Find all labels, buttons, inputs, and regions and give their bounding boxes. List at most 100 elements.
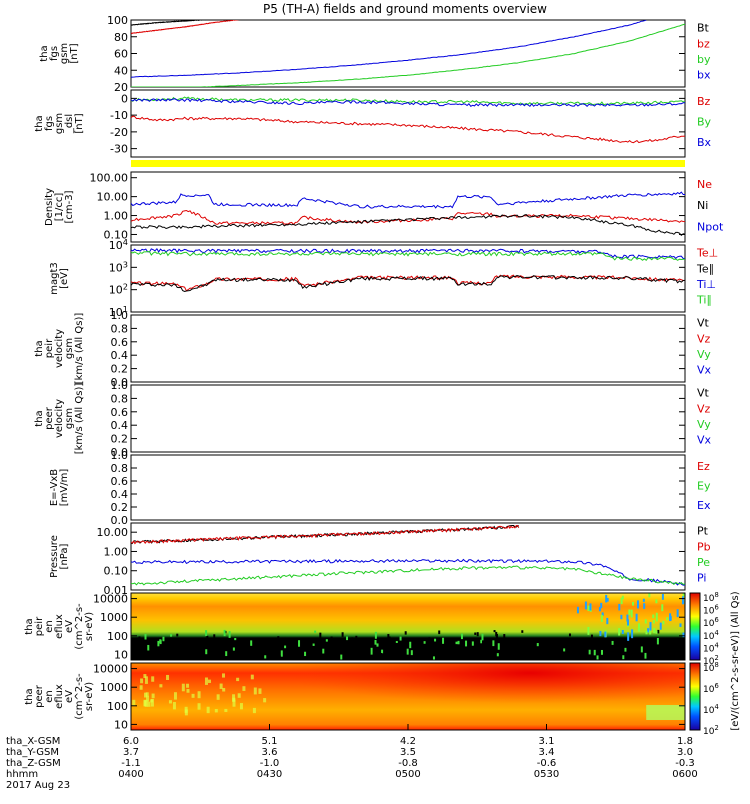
y-tick-label: 100: [107, 630, 128, 643]
ion-speckle: [589, 603, 592, 611]
ion-speckle: [649, 622, 652, 631]
ion-speckle: [173, 653, 176, 656]
electron-speckle: [151, 693, 155, 699]
ion-speckle: [626, 645, 629, 648]
colorbar-tick-label: 108: [703, 591, 719, 604]
electron-speckle: [173, 692, 177, 700]
y-tick-label: 0.10: [104, 228, 129, 241]
ion-speckle: [434, 638, 437, 642]
ion-speckle: [471, 641, 474, 646]
colorbar-tick-label: 104: [703, 641, 719, 654]
x-axis-value: 0400: [118, 769, 143, 780]
ion-speckle: [679, 623, 682, 627]
ion-speckle: [428, 652, 431, 659]
y-tick-label: 0.8: [111, 322, 129, 335]
ion-speckle: [395, 640, 398, 644]
ion-speckle: [532, 638, 535, 641]
ion-speckle: [170, 634, 173, 637]
legend-Ex: Ex: [697, 499, 711, 512]
electron-speckle: [216, 694, 220, 700]
electron-speckle: [143, 699, 147, 706]
panel-frame-p4: [130, 244, 686, 313]
ion-speckle: [621, 630, 624, 635]
y-tick-label: 0: [121, 92, 128, 105]
y-tick-label: 0.6: [111, 406, 129, 419]
y-tick-label: -30: [110, 143, 128, 156]
ion-speckle: [374, 639, 377, 645]
panel-p4: 101 102 103 104 magt3 [eV] Te⊥ Te∥ Ti⊥ Ti∥: [49, 237, 718, 319]
series-Bt: [131, 20, 213, 26]
y-tick-label: 0.4: [111, 488, 129, 501]
y-tick-label: 103: [109, 259, 128, 274]
ion-speckle: [465, 640, 468, 647]
x-axis-value: 6.0: [123, 736, 139, 747]
series-bx: [131, 20, 647, 78]
y-tick-label: 80: [114, 31, 128, 44]
ion-speckle: [528, 646, 531, 651]
ion-speckle: [205, 649, 208, 655]
ion-speckle: [621, 595, 624, 600]
series-group-p3: [131, 191, 685, 236]
y-tick-label: 100: [107, 14, 128, 27]
ion-speckle: [496, 633, 499, 640]
y-tick-label: 1.0: [111, 309, 129, 322]
y-axis-label: E=-VxB: [49, 469, 60, 506]
electron-speckle: [250, 674, 254, 680]
y-tick-label: 10.00: [97, 526, 129, 539]
y-tick-label: 0.8: [111, 462, 129, 475]
ion-speckle: [193, 638, 196, 642]
ion-speckle: [190, 643, 193, 648]
y-axis-label: [km/s (All Qs)]: [74, 383, 85, 455]
y-axis-label: velocity: [54, 329, 65, 368]
ion-speckle: [423, 641, 426, 644]
ion-speckle: [627, 619, 630, 626]
electron-speckle: [172, 702, 176, 710]
ion-speckle: [492, 640, 495, 647]
electron-speckle: [258, 688, 262, 694]
ion-speckle: [604, 631, 607, 638]
colorbar-label: [eV/(cm^2-s-sr-eV)] (All Qs): [730, 591, 741, 730]
electron-speckle: [214, 708, 218, 713]
ion-speckle: [159, 639, 162, 644]
panel-frame-p6: [130, 384, 686, 453]
ion-speckle: [611, 640, 614, 645]
ion-speckle: [263, 653, 266, 658]
ion-speckle: [228, 631, 231, 638]
ion-speckle: [622, 655, 625, 660]
y-tick-label: 0.8: [111, 392, 129, 405]
ion-speckle: [631, 601, 634, 606]
ion-speckle: [661, 604, 664, 612]
series-Te⊥: [131, 274, 685, 292]
ion-speckle: [200, 651, 203, 658]
ion-speckle: [469, 640, 472, 643]
y-axis-label: (cm^2-s-: [74, 673, 85, 720]
ion-speckle: [388, 636, 391, 643]
ion-speckle: [225, 651, 228, 657]
ion-speckle: [536, 643, 539, 647]
ion-speckle: [620, 597, 623, 605]
electron-speckle: [206, 706, 210, 714]
legend-Pb: Pb: [697, 540, 711, 553]
ion-speckle: [631, 629, 634, 639]
ion-speckle: [662, 643, 665, 646]
ion-speckle: [355, 635, 358, 640]
ion-speckle: [605, 594, 608, 603]
ion-speckle: [423, 655, 426, 658]
ion-speckle: [653, 628, 656, 634]
x-axis-value: -0.3: [675, 758, 695, 769]
ion-speckle: [682, 632, 685, 638]
ion-speckle: [682, 593, 685, 597]
x-axis-value: 0530: [534, 769, 559, 780]
ion-speckle: [265, 643, 268, 649]
y-tick-label: 0.4: [111, 419, 129, 432]
ion-speckle: [624, 647, 627, 652]
ion-speckle: [131, 642, 134, 648]
ion-speckle: [439, 645, 442, 648]
y-tick-label: 0.10: [104, 565, 129, 578]
y-axis-label: tha: [39, 45, 50, 61]
ion-speckle: [213, 634, 216, 638]
